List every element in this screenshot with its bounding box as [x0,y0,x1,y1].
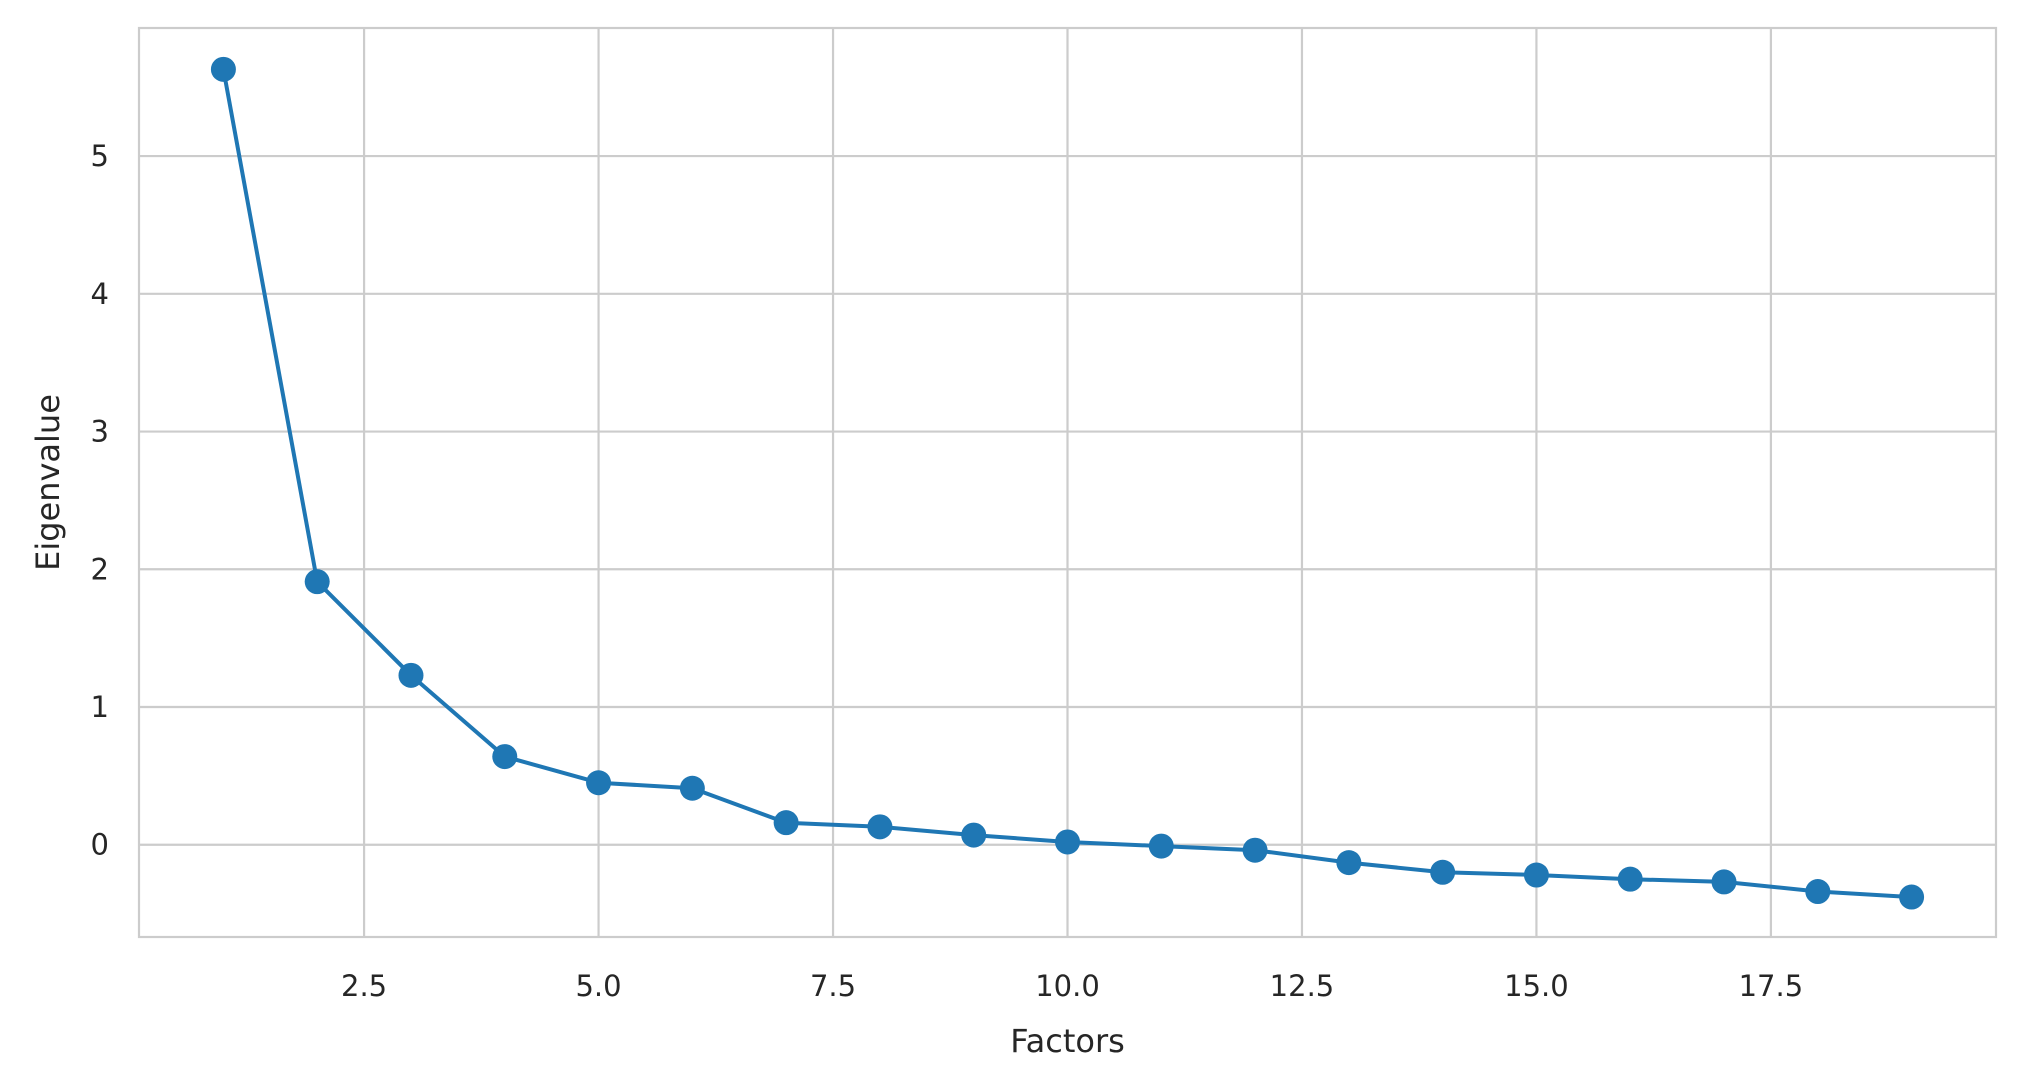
data-point [1055,829,1080,855]
x-tick-label: 12.5 [1270,969,1335,1003]
y-tick-label: 0 [91,828,109,862]
y-tick-labels: 0 1 2 3 4 5 [91,139,109,862]
x-tick-label: 15.0 [1504,969,1569,1003]
data-point [304,569,330,595]
x-tick-label: 2.5 [341,969,387,1003]
y-gridlines [139,154,1996,846]
data-point [867,814,893,840]
data-point [961,822,987,848]
data-point [1805,879,1831,905]
eigenvalue-points [210,56,1925,910]
x-tick-label: 7.5 [810,969,856,1003]
x-tick-label: 5.0 [575,969,621,1003]
data-point [1430,859,1456,885]
x-tick-label: 17.5 [1739,969,1804,1003]
plot-frame [137,26,1998,939]
data-point [492,744,518,770]
y-tick-label: 2 [91,552,109,586]
data-point [586,770,612,796]
x-tick-label: 10.0 [1035,969,1100,1003]
data-point [773,810,799,836]
data-point [1523,862,1549,888]
data-point [1617,866,1643,892]
data-point [398,662,424,688]
data-point [1148,833,1174,859]
x-tick-labels: 2.5 5.0 7.5 10.0 12.5 15.0 17.5 [341,969,1803,1003]
data-point [1711,869,1737,895]
y-tick-label: 5 [91,139,109,173]
x-gridlines [362,28,1773,937]
data-point [1242,837,1268,863]
data-point [1336,850,1362,876]
data-point [1899,884,1925,910]
data-point [210,56,236,82]
y-tick-label: 3 [91,415,109,449]
y-tick-label: 1 [91,690,109,724]
y-tick-label: 4 [91,277,109,311]
y-axis-label: Eigenvalue [29,394,67,571]
x-axis-label: Factors [1010,1022,1125,1060]
data-point [679,775,705,801]
